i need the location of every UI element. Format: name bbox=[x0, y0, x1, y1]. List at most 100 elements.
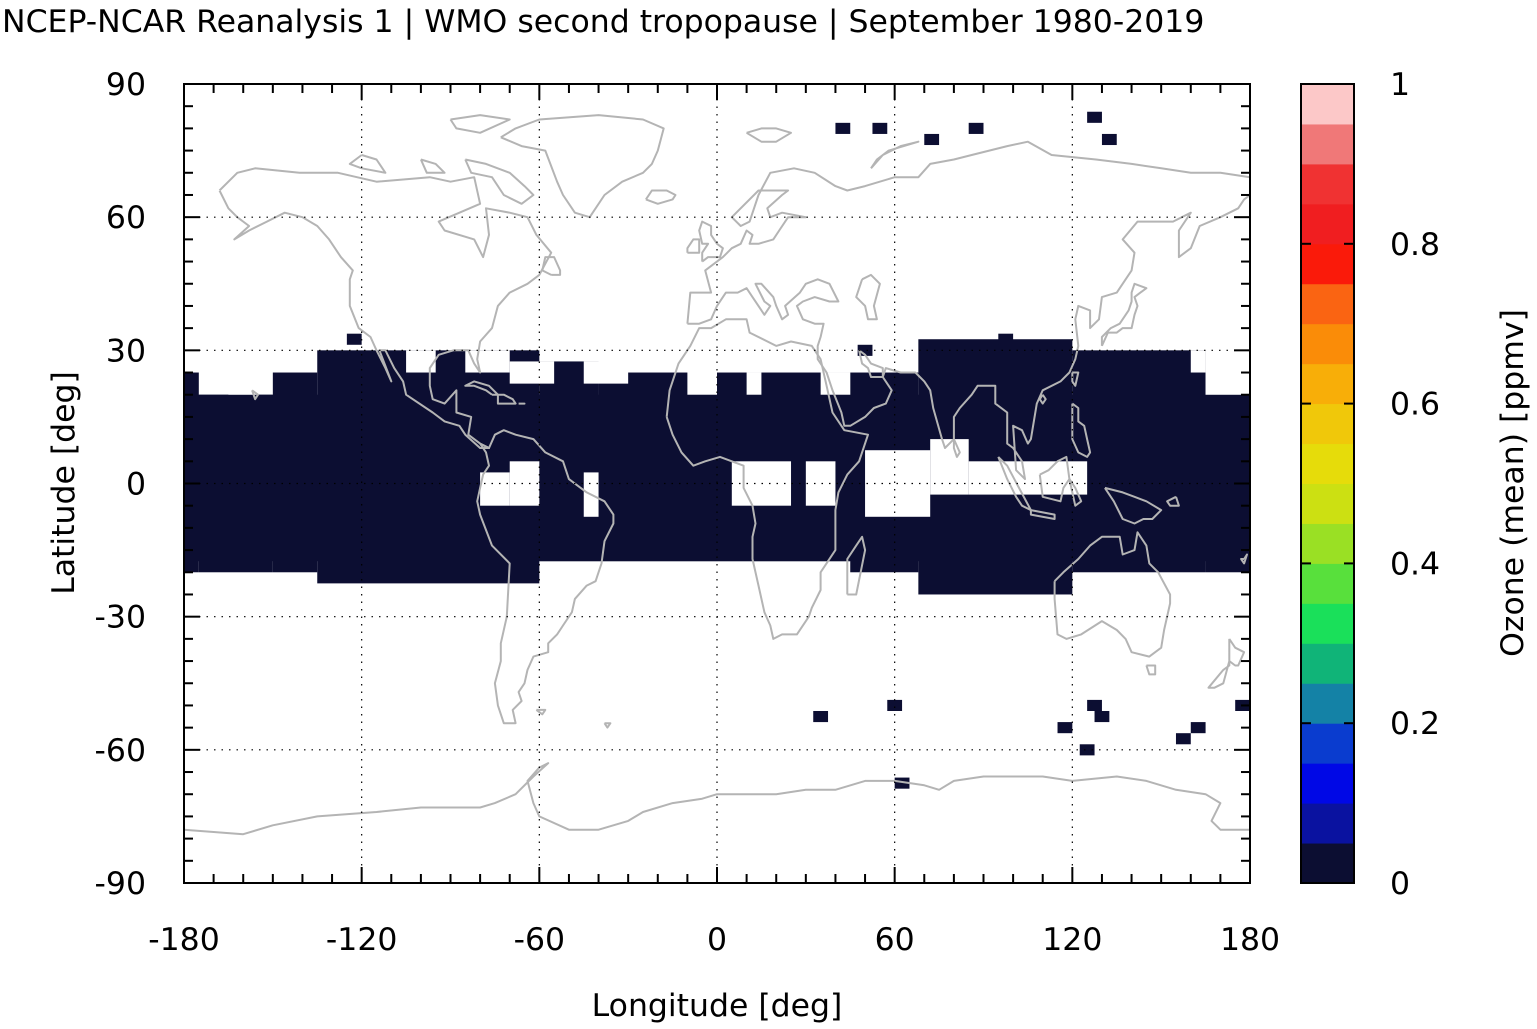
coastline bbox=[535, 708, 547, 716]
coastline bbox=[1038, 394, 1047, 405]
coastline bbox=[1071, 371, 1080, 387]
x-tick-label: -180 bbox=[148, 922, 220, 958]
coastline bbox=[500, 114, 665, 219]
coastline bbox=[855, 273, 881, 321]
heatmap-no-data-cell bbox=[731, 461, 792, 506]
heatmap-no-data-cell bbox=[465, 350, 510, 373]
heatmap-cell bbox=[998, 333, 1014, 345]
coastline bbox=[541, 256, 562, 276]
heatmap-cell bbox=[1175, 733, 1191, 745]
y-tick-label: -30 bbox=[95, 600, 146, 636]
coastline bbox=[665, 318, 869, 640]
coastline bbox=[1145, 664, 1157, 676]
coastline bbox=[1071, 402, 1092, 458]
coastline bbox=[476, 429, 615, 725]
coastline bbox=[1100, 282, 1148, 347]
heatmap-no-data-cell bbox=[228, 372, 259, 395]
coastline bbox=[1207, 638, 1246, 689]
heatmap-cell bbox=[835, 122, 851, 134]
coastline bbox=[746, 127, 792, 143]
heatmap-region bbox=[184, 394, 1250, 562]
heatmap-cell bbox=[1087, 111, 1102, 123]
heatmap-no-data-cell bbox=[1190, 350, 1206, 373]
colorbar-segments bbox=[1301, 84, 1354, 884]
colorbar-segment bbox=[1301, 843, 1354, 884]
coastlines bbox=[183, 114, 1251, 836]
colorbar-segment bbox=[1301, 443, 1354, 484]
colorbar-segment bbox=[1301, 363, 1354, 405]
coastline bbox=[846, 535, 867, 596]
x-tick-label: -60 bbox=[514, 922, 565, 958]
coastline bbox=[698, 220, 724, 263]
heatmap-cell bbox=[346, 333, 362, 345]
heatmap-no-data-cell bbox=[746, 372, 762, 395]
coastline bbox=[645, 189, 677, 205]
plot-area bbox=[183, 83, 1251, 884]
coastline bbox=[686, 238, 701, 254]
heatmap-cell bbox=[857, 344, 873, 356]
colorbar-segment bbox=[1301, 84, 1354, 125]
heatmap-cell bbox=[872, 122, 888, 134]
colorbar-tick-label: 0 bbox=[1390, 866, 1410, 902]
colorbar-segment bbox=[1301, 203, 1354, 245]
colorbar-segment bbox=[1301, 243, 1354, 285]
coastline bbox=[1240, 553, 1248, 565]
x-tick-labels: -180 -120 -60 0 60 120 180 bbox=[148, 922, 1280, 958]
colorbar-segment bbox=[1301, 283, 1354, 325]
heatmap-cell bbox=[1190, 722, 1206, 734]
heatmap-cell bbox=[924, 133, 940, 146]
heatmap-no-data-cell bbox=[480, 472, 510, 506]
heatmap-cell bbox=[1094, 710, 1110, 723]
colorbar-tick-labels: 0 0.2 0.4 0.6 0.8 1 bbox=[1390, 67, 1440, 902]
coastline bbox=[687, 194, 1251, 481]
x-axis-label: Longitude [deg] bbox=[592, 988, 843, 1024]
y-tick-label: 90 bbox=[106, 67, 146, 103]
heatmap-cell bbox=[1057, 722, 1073, 734]
coastline bbox=[603, 722, 612, 729]
heatmap-no-data-cell bbox=[509, 361, 555, 384]
coastline bbox=[464, 158, 535, 205]
coastline bbox=[183, 762, 1250, 836]
colorbar-label: Ozone (mean) [ppmv] bbox=[1495, 309, 1531, 657]
coastline bbox=[1104, 486, 1163, 525]
y-axis-label: Latitude [deg] bbox=[46, 371, 82, 595]
y-tick-label: 60 bbox=[106, 200, 146, 236]
coastline bbox=[997, 456, 1032, 512]
coastline bbox=[858, 349, 884, 378]
y-tick-label: -60 bbox=[95, 733, 146, 769]
heatmap-no-data-cell bbox=[406, 350, 436, 373]
colorbar-segment bbox=[1301, 563, 1354, 604]
y-tick-label: 0 bbox=[126, 467, 146, 503]
colorbar-segment bbox=[1301, 323, 1354, 365]
colorbar: 0 0.2 0.4 0.6 0.8 1 Ozone (mean) [ppmv] bbox=[1300, 67, 1531, 902]
heatmap-cell bbox=[894, 777, 910, 789]
y-tick-labels: 90 60 30 0 -30 -60 -90 bbox=[95, 67, 146, 902]
colorbar-segment bbox=[1301, 763, 1354, 804]
x-tick-label: 180 bbox=[1220, 922, 1280, 958]
grid-lines bbox=[184, 84, 1250, 883]
chart-title: NCEP-NCAR Reanalysis 1 | WMO second trop… bbox=[2, 4, 1204, 40]
x-tick-label: 60 bbox=[875, 922, 915, 958]
x-tick-label: 0 bbox=[707, 922, 727, 958]
heatmap-cell bbox=[1101, 133, 1117, 146]
colorbar-segment bbox=[1301, 803, 1354, 844]
colorbar-segment bbox=[1301, 643, 1354, 684]
heatmap-no-data-cell bbox=[930, 439, 969, 495]
coastline bbox=[952, 438, 961, 458]
y-tick-label: -90 bbox=[95, 866, 146, 902]
colorbar-tick-label: 1 bbox=[1390, 67, 1410, 103]
heatmap-no-data-cell bbox=[1205, 372, 1250, 395]
colorbar-segment bbox=[1301, 723, 1354, 764]
colorbar-tick-label: 0.6 bbox=[1390, 387, 1440, 423]
heatmap-no-data-cell bbox=[687, 361, 717, 395]
coastline bbox=[1053, 531, 1172, 658]
heatmap-cell bbox=[887, 699, 903, 711]
heatmap-cell bbox=[813, 710, 829, 723]
y-tick-label: 30 bbox=[106, 333, 146, 369]
coastline bbox=[1166, 495, 1180, 507]
heatmap-cell bbox=[1079, 744, 1095, 756]
heatmap-no-data-cell bbox=[583, 361, 629, 384]
colorbar-frame bbox=[1300, 83, 1355, 884]
coastline bbox=[449, 114, 511, 134]
